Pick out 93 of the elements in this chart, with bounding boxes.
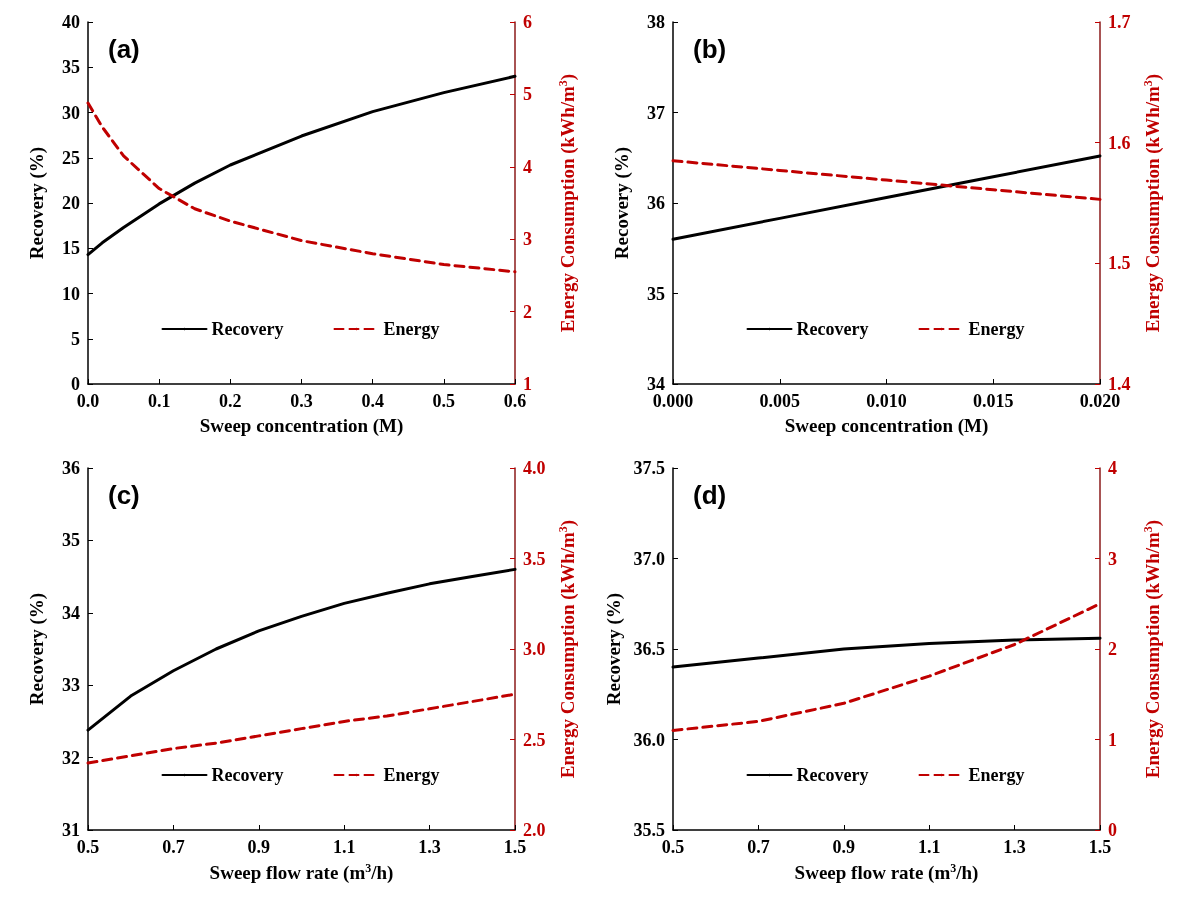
x-tick-label: 0.020 <box>1079 391 1121 411</box>
legend-label: Recovery <box>796 319 869 339</box>
legend-label: Energy <box>383 765 440 785</box>
y-axis-title: Recovery (%) <box>602 592 625 706</box>
x-tick-label: 0.005 <box>759 391 800 411</box>
x-tick-label: 0.7 <box>747 837 770 857</box>
line-series <box>86 101 517 274</box>
y-axis-title: Recovery (%) <box>611 146 633 260</box>
y2-tick-label: 5 <box>523 84 532 105</box>
legend-label: Energy <box>968 319 1025 339</box>
y-tick-label: 36 <box>647 193 665 213</box>
x-tick-label: 0.9 <box>247 837 271 857</box>
y-tick-label: 34 <box>647 374 665 394</box>
y2-tick-label: 1.5 <box>1108 253 1131 274</box>
y2-tick-label: 3.0 <box>523 639 546 659</box>
y-tick-label: 34 <box>62 602 80 623</box>
y-tick-label: 33 <box>62 675 80 696</box>
x-tick-label: 0.9 <box>832 837 856 857</box>
y-tick-label: 35 <box>62 57 80 78</box>
x-tick-label: 0.5 <box>432 391 456 411</box>
y2-tick-label: 3 <box>523 229 532 250</box>
x-tick-label: 0.4 <box>361 391 384 411</box>
y-axis-title: Recovery (%) <box>26 146 48 260</box>
y-tick-label: 0 <box>71 374 80 394</box>
legend-label: Energy <box>383 319 440 339</box>
y-tick-label: 40 <box>62 12 80 32</box>
y2-tick-label: 1.7 <box>1108 12 1131 32</box>
y2-tick-label: 1.4 <box>1108 374 1131 394</box>
y-tick-label: 32 <box>62 747 80 768</box>
x-axis-title: Sweep concentration (M) <box>199 415 404 437</box>
y2-tick-label: 4 <box>1108 458 1117 478</box>
legend-label: Recovery <box>796 765 869 785</box>
y-tick-label: 35.5 <box>633 820 665 840</box>
annotation: (b) <box>693 34 727 64</box>
y-tick-label: 37.0 <box>633 548 665 569</box>
y-tick-label: 38 <box>647 12 665 32</box>
x-tick-label: 1.3 <box>418 837 441 857</box>
line-series <box>671 159 1102 201</box>
y-tick-label: 20 <box>62 193 80 213</box>
x-tick-label: 0.1 <box>147 391 171 411</box>
y2-tick-label: 4 <box>523 156 532 177</box>
annotation: (c) <box>108 480 140 510</box>
x-tick-label: 0.0 <box>76 391 100 411</box>
annotation: (d) <box>693 480 727 510</box>
y2-tick-label: 4.0 <box>523 458 546 478</box>
legend-label: Recovery <box>211 319 284 339</box>
y2-axis-title: Energy Consumption (kWh/m3) <box>556 519 579 779</box>
x-tick-label: 1.5 <box>503 837 527 857</box>
y-tick-label: 5 <box>71 328 80 349</box>
y-tick-label: 30 <box>62 102 80 123</box>
y-axis-title: Recovery (%) <box>26 592 48 706</box>
annotation: (a) <box>108 34 140 64</box>
x-tick-label: 0.6 <box>503 391 527 411</box>
x-tick-label: 1.1 <box>332 837 356 857</box>
x-tick-label: 0.015 <box>973 391 1014 411</box>
y2-axis-title: Energy Consumption (kWh/m3) <box>556 73 579 333</box>
y-tick-label: 10 <box>62 283 80 304</box>
y-tick-label: 25 <box>62 147 80 168</box>
y-tick-label: 35 <box>647 283 665 304</box>
x-tick-label: 1.3 <box>1003 837 1026 857</box>
x-axis-title: Sweep concentration (M) <box>784 415 989 437</box>
x-tick-label: 0.2 <box>219 391 242 411</box>
x-tick-label: 0.7 <box>162 837 185 857</box>
y-tick-label: 37.5 <box>633 458 665 478</box>
y2-tick-label: 3.5 <box>523 548 546 569</box>
x-tick-label: 0.000 <box>652 391 694 411</box>
y2-tick-label: 2 <box>1108 639 1117 659</box>
y2-tick-label: 2.0 <box>523 820 546 840</box>
x-tick-label: 0.5 <box>76 837 100 857</box>
x-tick-label: 1.1 <box>917 837 941 857</box>
y-tick-label: 36.5 <box>633 639 665 659</box>
y2-tick-label: 1 <box>1108 729 1117 750</box>
legend-label: Energy <box>968 765 1025 785</box>
x-tick-label: 0.010 <box>866 391 907 411</box>
y-tick-label: 15 <box>62 238 80 259</box>
y2-tick-label: 1 <box>523 374 532 394</box>
y2-tick-label: 3 <box>1108 548 1117 569</box>
y2-axis-title: Energy Consumption (kWh/m3) <box>1141 73 1164 333</box>
y2-axis-title: Energy Consumption (kWh/m3) <box>1141 519 1164 779</box>
y-tick-label: 31 <box>62 820 80 840</box>
x-tick-label: 0.3 <box>290 391 313 411</box>
y-tick-label: 36.0 <box>633 729 665 750</box>
y2-tick-label: 0 <box>1108 820 1117 840</box>
y2-tick-label: 2 <box>523 301 532 322</box>
y-tick-label: 35 <box>62 530 80 551</box>
y2-tick-label: 6 <box>523 12 532 32</box>
x-tick-label: 0.5 <box>661 837 685 857</box>
legend-label: Recovery <box>211 765 284 785</box>
y-tick-label: 37 <box>647 102 665 123</box>
y2-tick-label: 1.6 <box>1108 132 1131 153</box>
y-tick-label: 36 <box>62 458 80 478</box>
x-tick-label: 1.5 <box>1088 837 1112 857</box>
y2-tick-label: 2.5 <box>523 729 546 750</box>
